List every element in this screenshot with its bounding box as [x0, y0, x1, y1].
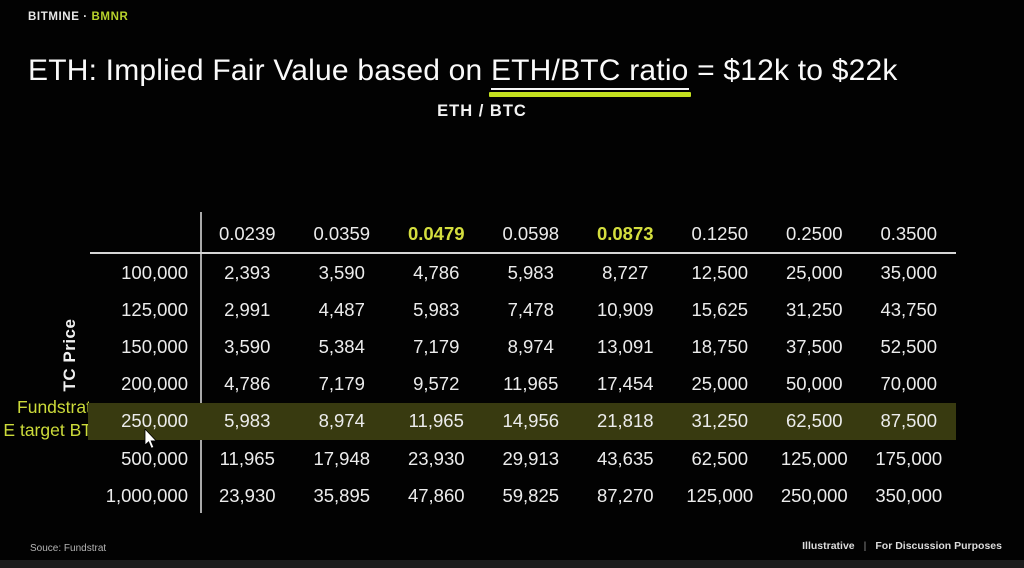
table-cell-implied-value: 47,860: [407, 484, 465, 506]
page-title: ETH: Implied Fair Value based on ETH/BTC…: [28, 54, 898, 90]
table-cell-implied-value: 8,974: [507, 335, 554, 357]
brand-name: BITMINE: [28, 11, 80, 23]
table-cell-implied-value: 17,948: [313, 447, 371, 469]
table-cell-implied-value: 12,500: [691, 261, 749, 283]
table-cell-implied-value: 350,000: [875, 484, 943, 506]
col-header-ratio: 0.0359: [313, 223, 371, 244]
table-cell-implied-value: 4,487: [318, 298, 365, 320]
brand-separator: ·: [83, 11, 88, 23]
table-cell-implied-value: 9,572: [413, 373, 460, 395]
table-cell-implied-value: 125,000: [780, 447, 848, 469]
disclaimer-illustrative: Illustrative: [802, 540, 855, 552]
disclaimer-purpose: For Discussion Purposes: [875, 540, 1002, 552]
table-cell-implied-value: 13,091: [596, 335, 654, 357]
table-cell-implied-value: 14,956: [483, 402, 578, 440]
row-header-btc-price: 250,000: [88, 402, 200, 440]
table-cell-implied-value: 87,500: [861, 402, 956, 440]
title-suffix: = $12k to $22k: [688, 54, 898, 87]
table-cell-implied-value: 23,930: [407, 447, 465, 469]
table-cell-implied-value: 10,909: [596, 298, 654, 320]
table-cell-implied-value: 18,750: [691, 335, 749, 357]
title-prefix: ETH: Implied Fair Value based on: [28, 54, 491, 87]
table-cell-implied-value: 43,750: [880, 298, 938, 320]
table-cell-implied-value: 87,270: [596, 484, 654, 506]
table-cell-implied-value: 8,974: [294, 402, 389, 440]
table-cell-implied-value: 50,000: [785, 373, 843, 395]
disclaimer-separator: |: [863, 540, 867, 552]
table-cell-implied-value: 7,179: [413, 335, 460, 357]
table-corner: [88, 214, 200, 254]
row-header-btc-price: 150,000: [121, 335, 188, 357]
row-header-btc-price: 100,000: [121, 261, 188, 283]
row-header-btc-price: 1,000,000: [105, 484, 188, 506]
table-cell-implied-value: 62,500: [691, 447, 749, 469]
table-cell-implied-value: 5,983: [200, 402, 295, 440]
table-cell-implied-value: 52,500: [880, 335, 938, 357]
table-cell-implied-value: 62,500: [767, 402, 862, 440]
table-cell-implied-value: 23,930: [218, 484, 276, 506]
table-cell-implied-value: 5,384: [318, 335, 365, 357]
col-header-ratio: 0.3500: [880, 223, 938, 244]
table-cell-implied-value: 11,965: [219, 447, 275, 469]
table-cell-implied-value: 250,000: [780, 484, 848, 506]
table-cell-implied-value: 125,000: [686, 484, 754, 506]
callout-line-1: Fundstrat: [17, 397, 91, 417]
title-highlighted-phrase: ETH/BTC ratio: [490, 54, 689, 90]
table-cell-implied-value: 43,635: [596, 447, 654, 469]
row-header-btc-price: 125,000: [121, 298, 188, 320]
mouse-cursor: [144, 427, 158, 455]
table-cell-implied-value: 3,590: [224, 335, 271, 357]
table-cell-implied-value: 2,393: [224, 261, 271, 283]
table-cell-implied-value: 5,983: [507, 261, 554, 283]
table-header-rule: [90, 252, 956, 254]
brand-ticker: BMNR: [91, 11, 129, 23]
col-header-ratio: 0.2500: [785, 223, 843, 244]
brand: BITMINE · BMNR: [28, 11, 128, 23]
table-cell-implied-value: 31,250: [785, 298, 843, 320]
table-cell-implied-value: 175,000: [875, 447, 943, 469]
fundstrat-target-callout: Fundstrat E target BTC: [0, 396, 108, 442]
col-header-ratio: 0.0873: [596, 223, 654, 244]
col-header-ratio: 0.0479: [407, 223, 465, 244]
callout-line-2: E target BTC: [3, 420, 105, 440]
table-cell-implied-value: 4,786: [413, 261, 460, 283]
column-axis-label: ETH / BTC: [437, 102, 527, 120]
col-header-ratio: 0.0598: [502, 223, 560, 244]
table-cell-implied-value: 7,179: [318, 373, 365, 395]
table-cell-implied-value: 5,983: [413, 298, 460, 320]
table-cell-implied-value: 21,818: [578, 402, 673, 440]
fair-value-table: 0.0239 0.0359 0.0479 0.0598 0.0873 0.1250 0.25…: [88, 214, 956, 514]
table-cell-implied-value: 15,625: [691, 298, 749, 320]
table-cell-implied-value: 37,500: [785, 335, 843, 357]
table-vertical-rule: [200, 212, 202, 513]
table-cell-implied-value: 11,965: [389, 402, 484, 440]
bottom-edge-strip: [0, 560, 1024, 568]
col-header-ratio: 0.1250: [691, 223, 749, 244]
col-header-ratio: 0.0239: [218, 223, 276, 244]
source-note: Souce: Fundstrat: [30, 543, 107, 554]
table-cell-implied-value: 2,991: [224, 298, 271, 320]
table-cell-implied-value: 35,895: [313, 484, 371, 506]
disclaimer: Illustrative | For Discussion Purposes: [802, 540, 1002, 552]
table-cell-implied-value: 29,913: [502, 447, 560, 469]
table-cell-implied-value: 4,786: [224, 373, 271, 395]
row-header-btc-price: 200,000: [121, 373, 188, 395]
table-cell-implied-value: 11,965: [503, 373, 559, 395]
table-cell-implied-value: 3,590: [318, 261, 365, 283]
table-cell-implied-value: 59,825: [502, 484, 560, 506]
table-cell-implied-value: 25,000: [691, 373, 749, 395]
table-cell-implied-value: 35,000: [880, 261, 938, 283]
table-cell-implied-value: 70,000: [880, 373, 938, 395]
table-cell-implied-value: 25,000: [785, 261, 843, 283]
table-cell-implied-value: 8,727: [602, 261, 649, 283]
table-cell-implied-value: 31,250: [672, 402, 767, 440]
table-cell-implied-value: 7,478: [507, 298, 554, 320]
row-header-btc-price: 500,000: [121, 447, 188, 469]
table-cell-implied-value: 17,454: [596, 373, 654, 395]
